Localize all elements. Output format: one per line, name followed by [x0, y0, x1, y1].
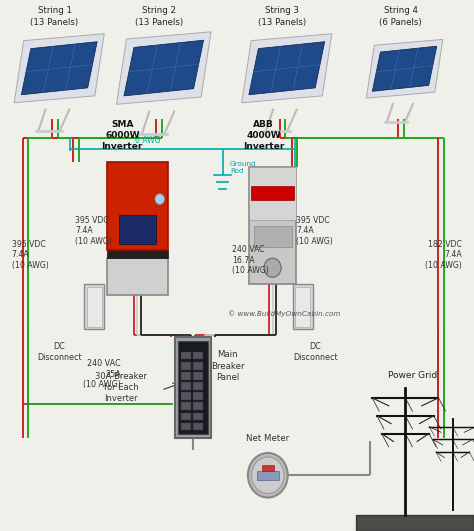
Bar: [107, 162, 168, 250]
Text: 395 VDC
7.4A
(10 AWG): 395 VDC 7.4A (10 AWG): [12, 240, 49, 270]
Text: String 2
(13 Panels): String 2 (13 Panels): [135, 6, 183, 27]
Text: SMA
6000W
Inverter: SMA 6000W Inverter: [101, 120, 143, 151]
Circle shape: [248, 453, 288, 498]
Text: Main
Breaker
Panel: Main Breaker Panel: [211, 350, 244, 382]
Text: DC
Disconnect: DC Disconnect: [37, 342, 82, 362]
Polygon shape: [366, 39, 443, 98]
Polygon shape: [124, 40, 204, 96]
Circle shape: [252, 457, 284, 493]
Bar: [107, 250, 168, 258]
Bar: [295, 287, 310, 327]
Bar: [192, 423, 203, 430]
Polygon shape: [242, 34, 332, 103]
Circle shape: [264, 258, 281, 277]
Bar: [181, 402, 191, 410]
Bar: [181, 413, 191, 420]
Text: 395 VDC
7.4A
(10 AWG): 395 VDC 7.4A (10 AWG): [296, 216, 333, 246]
Text: 182 VDC
7.4A
(10 AWG): 182 VDC 7.4A (10 AWG): [425, 240, 462, 270]
Polygon shape: [249, 42, 325, 95]
Bar: [192, 372, 203, 380]
Bar: [293, 284, 313, 329]
Bar: [192, 413, 203, 420]
Bar: [181, 423, 191, 430]
Text: 240 VAC
25A
(10 AWG): 240 VAC 25A (10 AWG): [83, 359, 121, 389]
Text: Net Meter: Net Meter: [246, 434, 289, 443]
Polygon shape: [373, 46, 437, 91]
Bar: [257, 471, 279, 480]
Polygon shape: [21, 42, 97, 95]
Bar: [178, 341, 208, 434]
Text: © www.BuildMyOwnCabin.com: © www.BuildMyOwnCabin.com: [228, 310, 341, 316]
Polygon shape: [14, 34, 104, 103]
Text: 6 AWG: 6 AWG: [136, 136, 161, 145]
Text: String 1
(13 Panels): String 1 (13 Panels): [30, 6, 79, 27]
Bar: [249, 167, 296, 284]
Bar: [118, 215, 156, 244]
Bar: [84, 284, 104, 329]
Bar: [192, 362, 203, 370]
Bar: [192, 402, 203, 410]
Bar: [107, 258, 168, 295]
Text: DC
Disconnect: DC Disconnect: [293, 342, 337, 362]
Bar: [181, 372, 191, 380]
Bar: [181, 382, 191, 390]
Text: String 4
(6 Panels): String 4 (6 Panels): [379, 6, 422, 27]
Bar: [249, 167, 296, 220]
Bar: [181, 362, 191, 370]
Circle shape: [155, 194, 164, 204]
Text: Ground
Rod: Ground Rod: [230, 161, 256, 174]
Bar: [192, 352, 203, 359]
Text: 395 VDC
7.4A
(10 AWG): 395 VDC 7.4A (10 AWG): [75, 216, 112, 246]
Polygon shape: [117, 32, 211, 104]
Bar: [192, 392, 203, 400]
Bar: [181, 392, 191, 400]
Text: String 3
(13 Panels): String 3 (13 Panels): [258, 6, 306, 27]
Bar: [192, 382, 203, 390]
Bar: [87, 287, 102, 327]
Text: ABB
4000W
Inverter: ABB 4000W Inverter: [243, 120, 284, 151]
Bar: [175, 337, 211, 438]
Bar: [254, 226, 292, 247]
Bar: [262, 465, 274, 471]
Bar: [181, 352, 191, 359]
Bar: [251, 186, 294, 200]
Text: 30A Breaker
for Each
Inverter: 30A Breaker for Each Inverter: [95, 372, 147, 403]
Text: 240 VAC
16.7A
(10 AWG): 240 VAC 16.7A (10 AWG): [232, 245, 269, 275]
Text: Power Grid: Power Grid: [388, 371, 437, 380]
